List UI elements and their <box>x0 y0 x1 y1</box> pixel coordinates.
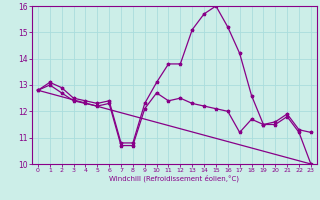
X-axis label: Windchill (Refroidissement éolien,°C): Windchill (Refroidissement éolien,°C) <box>109 175 239 182</box>
